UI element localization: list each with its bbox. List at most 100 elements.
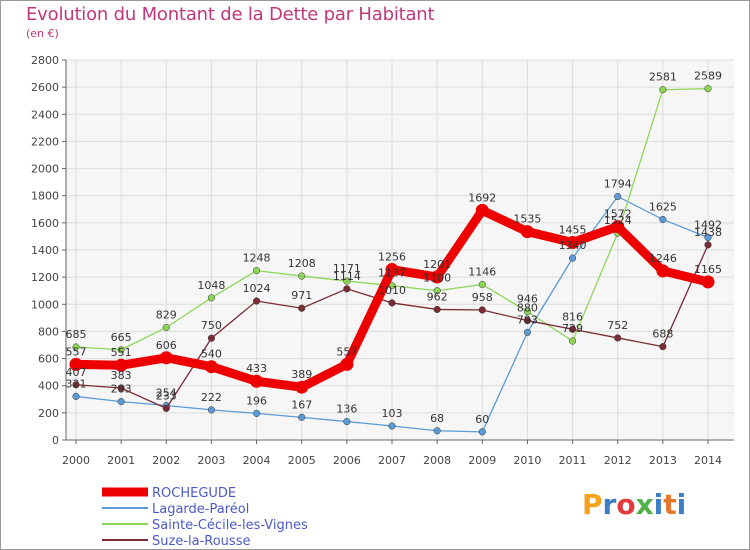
y-tick-label: 2400: [31, 108, 59, 121]
chart-unit-label: (en €): [26, 27, 59, 40]
data-point-suze-la-rousse: [298, 304, 306, 312]
data-label-suze-la-rousse: 958: [472, 291, 493, 304]
x-tick-label: 2002: [152, 454, 180, 467]
logo-letter: i: [653, 488, 664, 521]
data-label-suze-la-rousse: 971: [291, 289, 312, 302]
y-tick-label: 200: [38, 407, 59, 420]
y-tick-label: 600: [38, 353, 59, 366]
data-point-lagarde-par-ol: [433, 427, 441, 435]
data-label-lagarde-par-ol: 321: [66, 377, 87, 390]
data-point-sainte-c-cile-les-vignes: [207, 294, 215, 302]
data-label-lagarde-par-ol: 222: [201, 391, 222, 404]
data-point-rochegude: [250, 374, 264, 388]
data-label-rochegude: 1535: [513, 213, 541, 226]
x-tick-label: 2007: [378, 454, 406, 467]
data-label-suze-la-rousse: 688: [652, 328, 673, 341]
data-label-suze-la-rousse: 383: [111, 369, 132, 382]
data-label-suze-la-rousse: 1010: [378, 284, 406, 297]
y-tick-label: 400: [38, 380, 59, 393]
data-point-rochegude: [159, 351, 173, 365]
y-tick-label: 1200: [31, 271, 59, 284]
data-label-sainte-c-cile-les-vignes: 1248: [243, 252, 271, 265]
data-point-lagarde-par-ol: [343, 417, 351, 426]
data-label-lagarde-par-ol: 103: [382, 407, 403, 420]
data-point-sainte-c-cile-les-vignes: [523, 308, 531, 316]
data-label-lagarde-par-ol: 60: [475, 413, 489, 426]
data-label-lagarde-par-ol: 167: [291, 398, 312, 411]
data-point-rochegude: [69, 357, 83, 371]
y-tick-label: 1800: [31, 190, 59, 203]
data-point-rochegude: [566, 236, 580, 250]
data-point-lagarde-par-ol: [253, 409, 261, 417]
y-tick-label: 800: [38, 325, 59, 338]
legend-label: ROCHEGUDE: [152, 486, 236, 501]
y-tick-label: 0: [52, 434, 59, 447]
data-label-lagarde-par-ol: 1340: [559, 239, 587, 252]
data-point-suze-la-rousse: [614, 334, 622, 342]
x-tick-label: 2008: [423, 454, 451, 467]
data-point-sainte-c-cile-les-vignes: [117, 346, 125, 354]
data-point-sainte-c-cile-les-vignes: [478, 280, 486, 289]
data-point-lagarde-par-ol: [569, 254, 577, 262]
data-point-suze-la-rousse: [478, 306, 486, 314]
data-label-suze-la-rousse: 1438: [694, 226, 722, 239]
data-label-sainte-c-cile-les-vignes: 1137: [378, 267, 406, 280]
data-point-sainte-c-cile-les-vignes: [659, 86, 667, 94]
data-label-rochegude: 551: [111, 346, 132, 359]
data-label-suze-la-rousse: 233: [156, 389, 177, 402]
data-label-suze-la-rousse: 880: [517, 302, 538, 315]
data-label-rochegude: 540: [201, 348, 222, 361]
data-label-suze-la-rousse: 962: [427, 290, 448, 303]
data-label-sainte-c-cile-les-vignes: 1048: [197, 279, 225, 292]
data-point-rochegude: [204, 360, 218, 374]
data-point-sainte-c-cile-les-vignes: [343, 277, 351, 285]
data-point-lagarde-par-ol: [207, 406, 215, 414]
data-label-sainte-c-cile-les-vignes: 1208: [288, 257, 316, 270]
data-label-suze-la-rousse: 407: [66, 366, 87, 379]
data-label-sainte-c-cile-les-vignes: 829: [156, 308, 177, 321]
chart-title: Evolution du Montant de la Dette par Hab…: [26, 4, 435, 25]
x-tick-label: 2013: [649, 454, 677, 467]
data-label-lagarde-par-ol: 1625: [649, 200, 677, 213]
data-label-suze-la-rousse: 816: [562, 310, 583, 323]
y-tick-label: 2000: [31, 163, 59, 176]
data-label-rochegude: 1246: [649, 252, 677, 265]
data-label-rochegude: 557: [66, 345, 87, 358]
data-point-suze-la-rousse: [523, 317, 531, 325]
logo-letter: P: [582, 488, 603, 521]
data-label-suze-la-rousse: 1114: [333, 270, 361, 283]
x-tick-label: 2014: [694, 454, 722, 467]
logo-letter: i: [676, 488, 687, 521]
data-point-lagarde-par-ol: [523, 328, 531, 336]
proxiti-logo: Proxiti: [582, 488, 686, 521]
logo-letter: r: [602, 488, 617, 521]
data-label-lagarde-par-ol: 254: [156, 387, 177, 400]
data-point-lagarde-par-ol: [298, 413, 306, 421]
data-label-sainte-c-cile-les-vignes: 2581: [649, 71, 677, 84]
data-point-rochegude: [295, 380, 309, 394]
data-label-rochegude: 1165: [694, 263, 722, 276]
legend-label: Lagarde-Paréol: [152, 502, 249, 517]
data-label-suze-la-rousse: 752: [607, 319, 628, 332]
data-point-suze-la-rousse: [704, 241, 712, 249]
legend-label: Sainte-Cécile-les-Vignes: [152, 518, 308, 533]
data-point-lagarde-par-ol: [704, 233, 712, 242]
data-point-sainte-c-cile-les-vignes: [72, 343, 80, 351]
logo-letter: x: [635, 488, 654, 521]
x-tick-label: 2009: [468, 454, 496, 467]
x-tick-label: 2011: [559, 454, 587, 467]
data-point-rochegude: [385, 263, 399, 277]
data-label-rochegude: 606: [156, 339, 177, 352]
data-label-lagarde-par-ol: 793: [517, 313, 538, 326]
data-label-lagarde-par-ol: 68: [430, 412, 444, 425]
data-point-sainte-c-cile-les-vignes: [433, 287, 441, 295]
data-point-lagarde-par-ol: [614, 192, 622, 201]
data-point-rochegude: [520, 225, 534, 239]
data-point-suze-la-rousse: [388, 299, 396, 307]
data-label-suze-la-rousse: 1024: [243, 282, 271, 295]
data-point-sainte-c-cile-les-vignes: [569, 337, 577, 345]
data-label-rochegude: 1201: [423, 258, 451, 271]
data-label-lagarde-par-ol: 1794: [604, 178, 632, 191]
